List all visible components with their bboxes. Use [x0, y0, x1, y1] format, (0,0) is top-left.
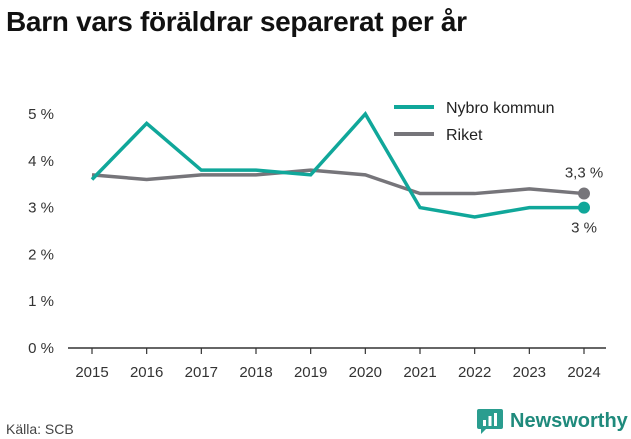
x-tick-label: 2017	[185, 364, 218, 381]
source-note: Källa: SCB	[6, 421, 74, 437]
y-tick-label: 4 %	[28, 153, 54, 170]
end-markers: 3 % 3,3 %	[565, 165, 603, 237]
series-end-marker	[578, 201, 590, 214]
legend: Nybro kommun Riket	[394, 100, 554, 144]
y-tick-label: 2 %	[28, 246, 54, 263]
x-tick-label: 2024	[567, 364, 600, 381]
brand-name: Newsworthy	[510, 409, 628, 432]
brand-logo: Newsworthy	[476, 406, 628, 436]
x-tick-label: 2020	[349, 364, 382, 381]
series-end-marker	[578, 187, 590, 200]
legend-label: Nybro kommun	[446, 100, 554, 117]
x-axis: 2015 2016 2017 2018 2019 2020 2021 2022 2023 2024	[68, 347, 606, 381]
chart-title: Barn vars föräldrar separerat per år	[6, 6, 467, 37]
y-tick-label: 0 %	[28, 340, 54, 357]
y-tick-label: 5 %	[28, 106, 54, 123]
x-tick-label: 2023	[513, 364, 546, 381]
y-tick-label: 1 %	[28, 293, 54, 310]
y-tick-label: 3 %	[28, 200, 54, 217]
line-chart: 0 %1 %2 %3 %4 %5 % 2015 2016 2017 2018 2019 2…	[28, 100, 606, 381]
series-line	[91, 168, 585, 196]
x-tick-label: 2016	[130, 364, 163, 381]
x-tick-label: 2015	[75, 364, 108, 381]
x-tick-label: 2019	[294, 364, 327, 381]
series-end-label: 3 %	[571, 220, 597, 237]
x-tick-label: 2021	[403, 364, 436, 381]
series-lines	[90, 111, 585, 219]
legend-label: Riket	[446, 127, 483, 144]
series-end-label: 3,3 %	[565, 165, 603, 182]
y-axis-ticks: 0 % 1 % 2 % 3 % 4 % 5 %	[28, 106, 54, 357]
bar-chart-speech-bubble-icon	[477, 409, 503, 434]
series-line	[90, 111, 584, 219]
x-tick-label: 2018	[239, 364, 272, 381]
x-tick-label: 2022	[458, 364, 491, 381]
